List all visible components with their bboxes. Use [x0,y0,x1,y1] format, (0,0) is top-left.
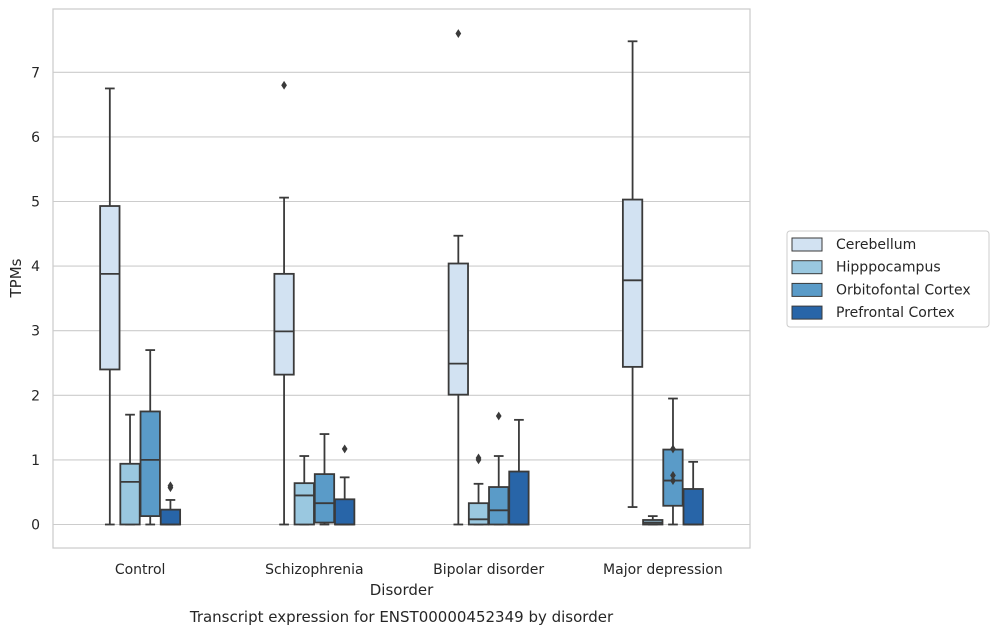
legend-label: Prefrontal Cortex [836,305,955,321]
box-hipppocampus [119,413,141,526]
box-cerebellum [99,87,121,526]
legend-swatch [791,260,823,275]
box-cerebellum [621,40,644,508]
legend-label: Cerebellum [836,237,916,253]
y-tick-label: 2 [31,388,40,404]
box-layer [99,29,704,526]
grid-layer [53,71,750,526]
y-tick-label: 4 [31,259,40,275]
box-prefrontal-cortex [508,418,530,526]
box-body [273,272,295,376]
box-orbitofontal-cortex [662,397,684,526]
box-body [119,462,141,526]
box-body [621,198,644,368]
box-body [682,488,704,526]
x-tick-label: Bipolar disorder [433,562,544,578]
box-orbitofontal-cortex [488,411,510,526]
y-tick-labels: 0 1 2 3 4 5 6 7 [31,65,40,533]
box-prefrontal-cortex [159,481,182,526]
x-tick-label: Control [115,562,166,578]
y-tick-label: 0 [31,518,40,534]
y-tick-label: 6 [31,130,40,146]
box-hipppocampus [642,515,664,526]
box-prefrontal-cortex [682,460,704,526]
box-body [467,502,490,526]
box-orbitofontal-cortex [139,349,161,526]
plot-frame [52,8,751,549]
box-body [334,498,356,526]
box-orbitofontal-cortex [313,433,336,526]
legend-swatch [791,282,823,297]
box-body [293,482,315,526]
y-tick-label: 7 [31,65,40,81]
x-tick-labels: Control Schizophrenia Bipolar disorder Majo… [115,562,723,578]
chart-caption: Transcript expression for ENST0000045234… [189,608,614,626]
x-tick-label: Schizophrenia [265,562,363,578]
box-cerebellum [447,29,469,526]
box-body [447,262,469,396]
outlier-point [475,453,482,463]
legend-swatch [791,305,823,320]
outlier-point [670,471,676,480]
outlier-point [670,476,676,485]
legend-label: Hipppocampus [836,260,941,276]
box-body [508,470,530,526]
x-axis-label: Disorder [370,581,434,599]
box-hipppocampus [293,455,315,526]
y-tick-label: 5 [31,195,40,211]
legend: Cerebellum Hipppocampus Orbitofontal Corte… [786,230,990,328]
box-body [488,486,510,526]
y-tick-label: 1 [31,453,40,469]
outlier-point [670,444,676,454]
y-axis-label: TPMs [7,258,25,298]
outlier-point [281,80,287,90]
box-body [313,473,336,524]
outlier-point [167,481,174,491]
box-hipppocampus [467,453,490,526]
box-body [139,410,161,518]
outlier-point [495,411,502,421]
legend-label: Orbitofontal Cortex [836,282,971,298]
box-prefrontal-cortex [334,444,356,526]
outlier-point [341,444,348,454]
y-tick-label: 3 [31,324,40,340]
box-cerebellum [273,80,295,526]
x-tick-label: Major depression [603,562,723,578]
box-body [159,508,182,526]
outlier-point [455,29,462,38]
legend-swatch [791,237,823,252]
legend-frame [786,230,990,328]
box-body [99,205,121,371]
